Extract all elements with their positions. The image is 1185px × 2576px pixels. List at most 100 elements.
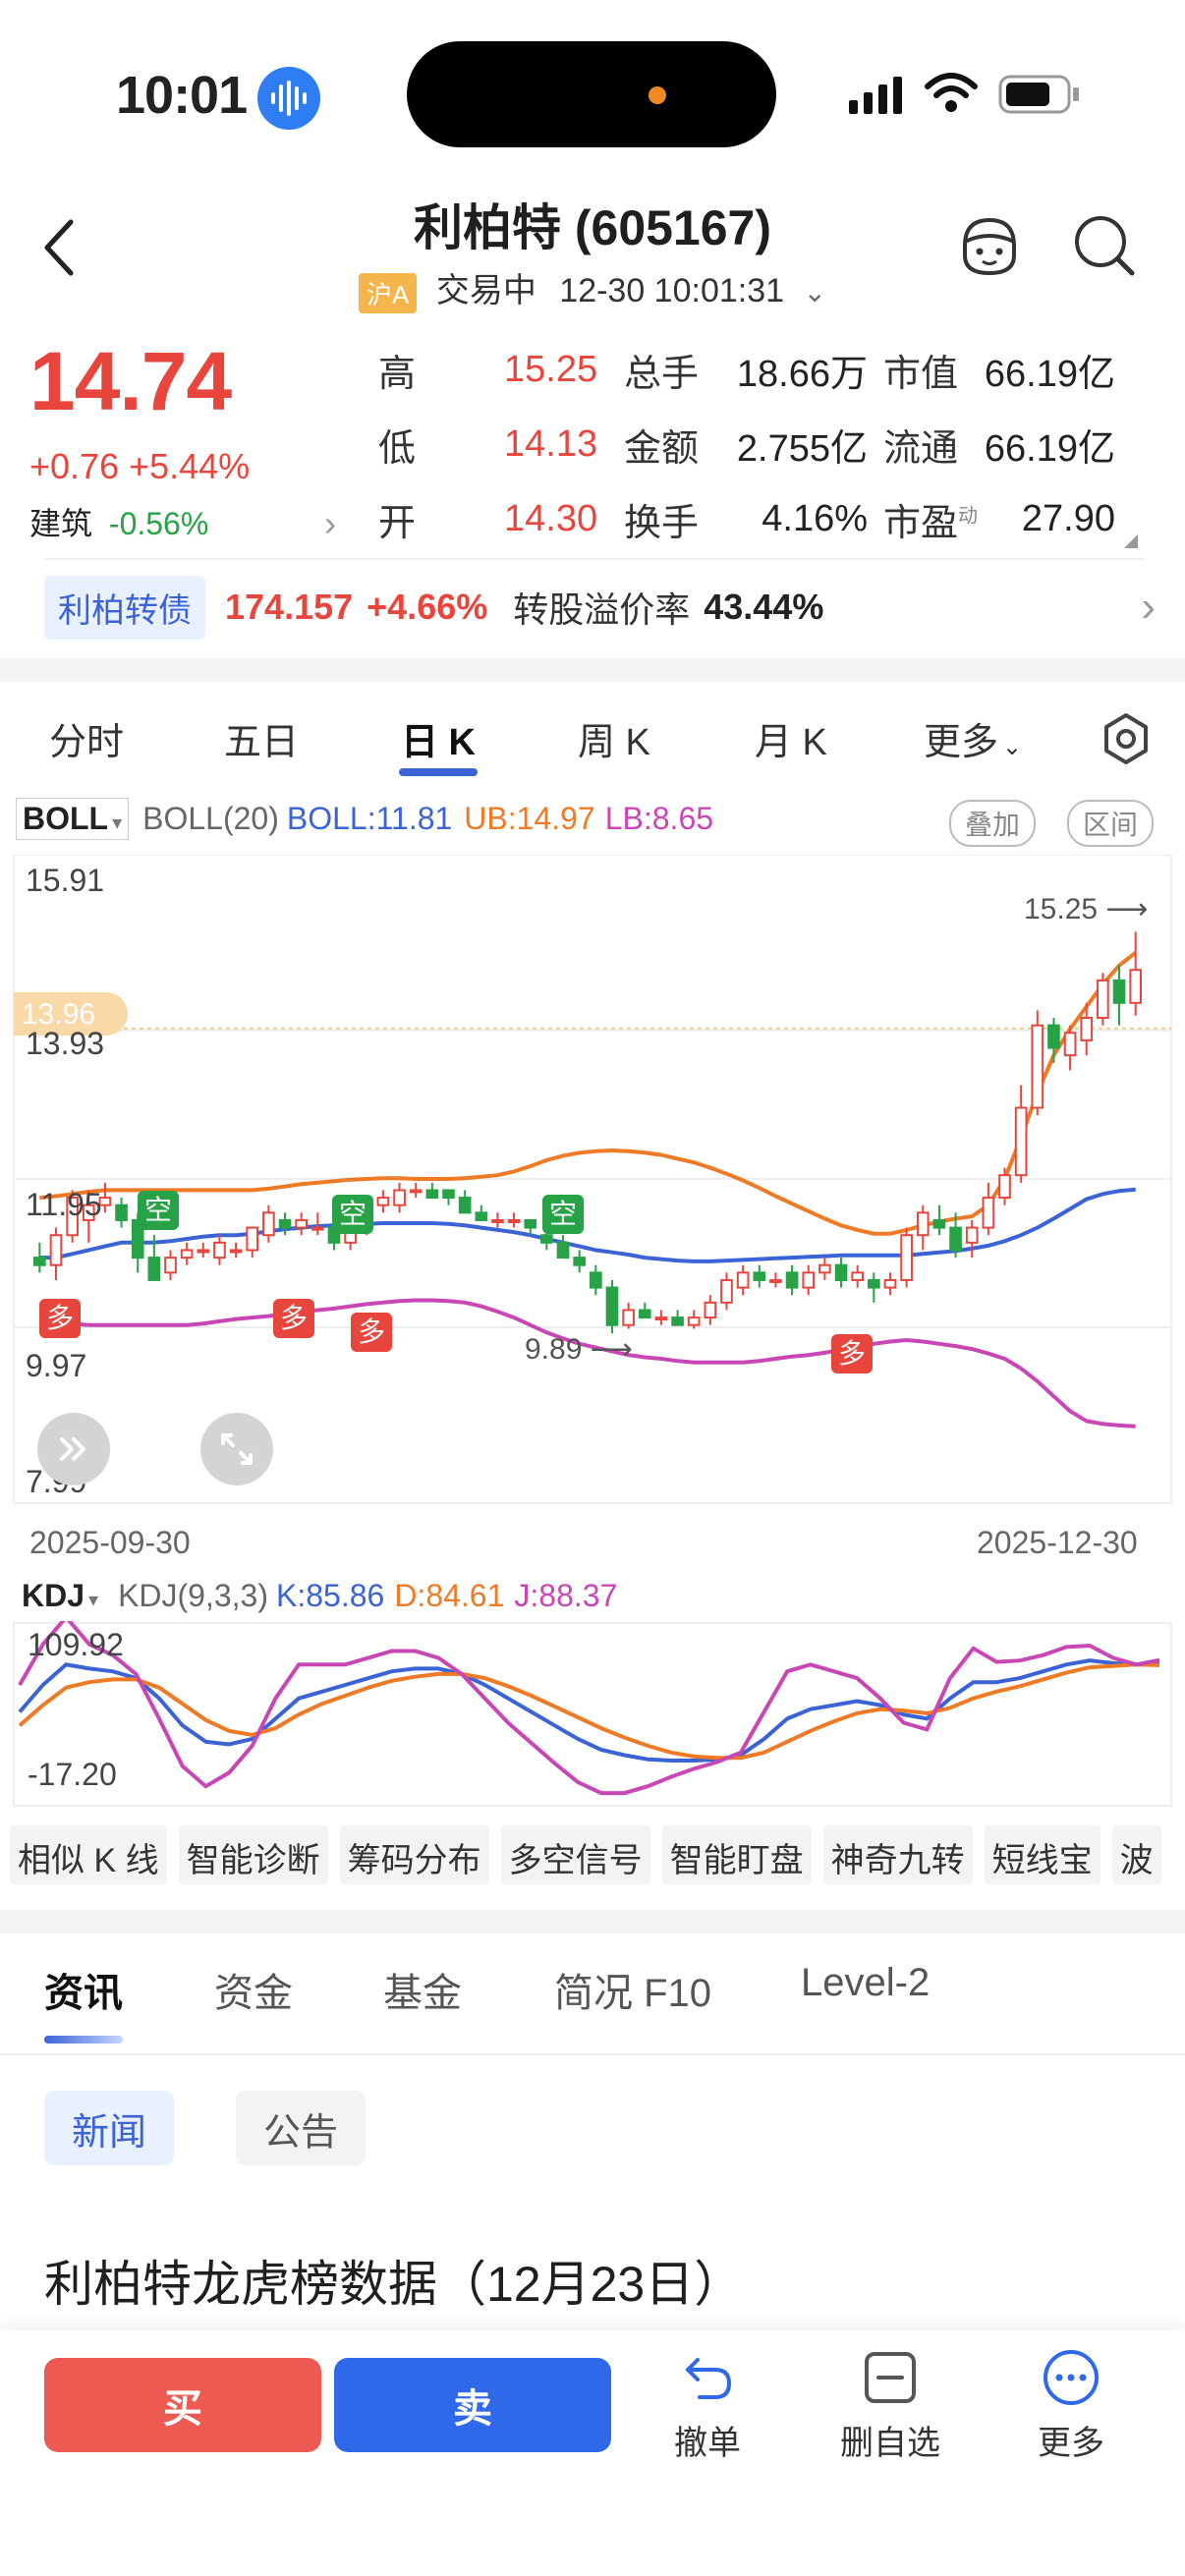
candle-body bbox=[704, 1301, 717, 1319]
candle-body bbox=[736, 1271, 750, 1289]
label-pe: 市盈动 bbox=[883, 502, 979, 544]
boll-ub-value: UB:14.97 bbox=[464, 801, 595, 836]
signal-long-badge[interactable]: 多 bbox=[39, 1299, 81, 1338]
sell-button[interactable]: 卖 bbox=[334, 2358, 611, 2452]
candle-body bbox=[1097, 979, 1109, 1020]
recording-indicator bbox=[649, 86, 666, 104]
trading-status-row[interactable]: 沪A 交易中 12-30 10:01:31 ⌄ bbox=[0, 263, 1185, 313]
cancel-order-button[interactable]: 撤单 bbox=[649, 2348, 766, 2464]
remove-watchlist-button[interactable]: 删自选 bbox=[831, 2348, 949, 2464]
chevron-down-icon: ⌄ bbox=[1002, 734, 1023, 760]
kdj-d-value: D:84.61 bbox=[394, 1578, 505, 1613]
kdj-selector[interactable]: KDJ ▾ bbox=[22, 1578, 99, 1613]
tag-magic-nine[interactable]: 神奇九转 bbox=[822, 1825, 973, 1884]
info-tabs: 资讯 资金 基金 简况 F10 Level-2 bbox=[0, 1961, 1185, 2044]
tag-chip-distribution[interactable]: 筹码分布 bbox=[339, 1825, 489, 1884]
label-float-cap: 流通 bbox=[883, 427, 959, 470]
tab-intraday[interactable]: 分时 bbox=[49, 722, 125, 763]
candle-body bbox=[246, 1226, 259, 1252]
candle-body bbox=[442, 1189, 455, 1200]
tab-weekly-k[interactable]: 周 K bbox=[578, 722, 650, 763]
expand-corner-icon[interactable] bbox=[1124, 534, 1138, 553]
chevron-right-icon[interactable]: › bbox=[324, 503, 336, 543]
robot-assistant-icon[interactable] bbox=[955, 212, 1024, 286]
chart-settings-icon[interactable] bbox=[1099, 711, 1154, 776]
candle-body bbox=[654, 1316, 668, 1321]
range-button[interactable]: 区间 bbox=[1067, 800, 1155, 847]
value-turnover: 4.16% bbox=[762, 497, 868, 539]
candle-body bbox=[687, 1316, 701, 1326]
boll-mid-value: BOLL:11.81 bbox=[286, 801, 453, 836]
signal-long-badge[interactable]: 多 bbox=[351, 1313, 392, 1352]
candle-body bbox=[393, 1189, 406, 1206]
more-label: 更多 bbox=[1038, 2425, 1104, 2462]
candle-body bbox=[213, 1241, 226, 1260]
candle-body bbox=[524, 1218, 537, 1229]
kdj-k-line bbox=[18, 1658, 1160, 1763]
tag-wave[interactable]: 波 bbox=[1111, 1825, 1161, 1884]
candle-body bbox=[867, 1278, 880, 1289]
kdj-chart[interactable] bbox=[0, 1621, 1185, 1808]
candle-body bbox=[949, 1226, 962, 1252]
more-button[interactable]: 更多 bbox=[1012, 2348, 1130, 2464]
tab-news-info[interactable]: 资讯 bbox=[44, 1972, 123, 2015]
market-badge: 沪A bbox=[359, 272, 418, 313]
tag-short-term[interactable]: 短线宝 bbox=[984, 1825, 1100, 1884]
quote-row-low: 低 14.13 金额 2.755亿 流通 66.19亿 bbox=[378, 407, 1145, 481]
boll-ub-line bbox=[39, 951, 1137, 1236]
candlestick-chart[interactable] bbox=[0, 855, 1185, 1572]
signal-short-badge[interactable]: 空 bbox=[138, 1191, 179, 1230]
boll-selector[interactable]: BOLL ▾ bbox=[16, 798, 130, 840]
bottom-action-bar: 买 卖 撤单 删自选 更多 bbox=[0, 2330, 1185, 2576]
bond-tag: 利柏转债 bbox=[44, 575, 205, 640]
signal-short-badge[interactable]: 空 bbox=[332, 1195, 373, 1234]
tag-smart-watch[interactable]: 智能盯盘 bbox=[661, 1825, 812, 1884]
signal-long-badge[interactable]: 多 bbox=[831, 1334, 873, 1373]
tab-fund[interactable]: 基金 bbox=[383, 1972, 462, 2015]
subtab-news[interactable]: 新闻 bbox=[44, 2091, 175, 2165]
section-separator bbox=[0, 1910, 1185, 1933]
tag-similar-kline[interactable]: 相似 K 线 bbox=[10, 1825, 167, 1884]
candle-body bbox=[310, 1226, 324, 1231]
candle-body bbox=[409, 1189, 423, 1194]
candle-body bbox=[556, 1241, 570, 1260]
convertible-bond-row[interactable]: 利柏转债 174.157 +4.66% 转股溢价率 43.44% › bbox=[0, 558, 1185, 656]
tab-level2[interactable]: Level-2 bbox=[801, 1961, 931, 2004]
candle-body bbox=[1014, 1106, 1028, 1177]
more-icon bbox=[1044, 2350, 1099, 2405]
fullscreen-icon[interactable] bbox=[200, 1413, 273, 1485]
kdj-j-line bbox=[18, 1621, 1160, 1796]
value-volume: 18.66万 bbox=[736, 353, 868, 395]
label-turnover: 换手 bbox=[624, 502, 700, 544]
news-headline[interactable]: 利柏特龙虎榜数据（12月23日） bbox=[44, 2257, 744, 2312]
candle-body bbox=[851, 1271, 865, 1281]
status-time: 10:01 bbox=[116, 66, 248, 125]
quote-grid: 高 15.25 总手 18.66万 市值 66.19亿 低 14.13 金额 2… bbox=[378, 332, 1145, 556]
current-price-tag: 13.96 bbox=[14, 992, 128, 1036]
search-icon[interactable] bbox=[1071, 212, 1140, 286]
subtab-announcement[interactable]: 公告 bbox=[236, 2091, 367, 2165]
candle-body bbox=[197, 1249, 210, 1254]
tab-five-day[interactable]: 五日 bbox=[224, 722, 300, 763]
fast-forward-icon[interactable] bbox=[37, 1413, 110, 1485]
premium-value: 43.44% bbox=[704, 587, 824, 627]
tag-smart-diagnosis[interactable]: 智能诊断 bbox=[178, 1825, 328, 1884]
overlay-button[interactable]: 叠加 bbox=[949, 800, 1037, 847]
label-amount: 金额 bbox=[624, 427, 700, 470]
quote-row-high: 高 15.25 总手 18.66万 市值 66.19亿 bbox=[378, 332, 1145, 407]
signal-long-badge[interactable]: 多 bbox=[273, 1299, 314, 1338]
boll-mid-line bbox=[39, 1187, 1136, 1263]
back-icon[interactable] bbox=[39, 216, 79, 284]
tab-more[interactable]: 更多 ⌄ bbox=[924, 722, 1023, 763]
candle-body bbox=[720, 1278, 733, 1304]
tab-capital[interactable]: 资金 bbox=[214, 1972, 293, 2015]
tab-f10[interactable]: 简况 F10 bbox=[554, 1972, 712, 2015]
tab-monthly-k[interactable]: 月 K bbox=[755, 722, 827, 763]
signal-short-badge[interactable]: 空 bbox=[542, 1195, 584, 1234]
buy-button[interactable]: 买 bbox=[44, 2358, 321, 2452]
premium-label: 转股溢价率 bbox=[513, 589, 691, 630]
divider bbox=[44, 558, 1145, 560]
sector-row[interactable]: 建筑 -0.56% bbox=[29, 499, 208, 544]
tag-long-short-signal[interactable]: 多空信号 bbox=[500, 1825, 650, 1884]
tab-daily-k[interactable]: 日 K bbox=[401, 722, 477, 763]
